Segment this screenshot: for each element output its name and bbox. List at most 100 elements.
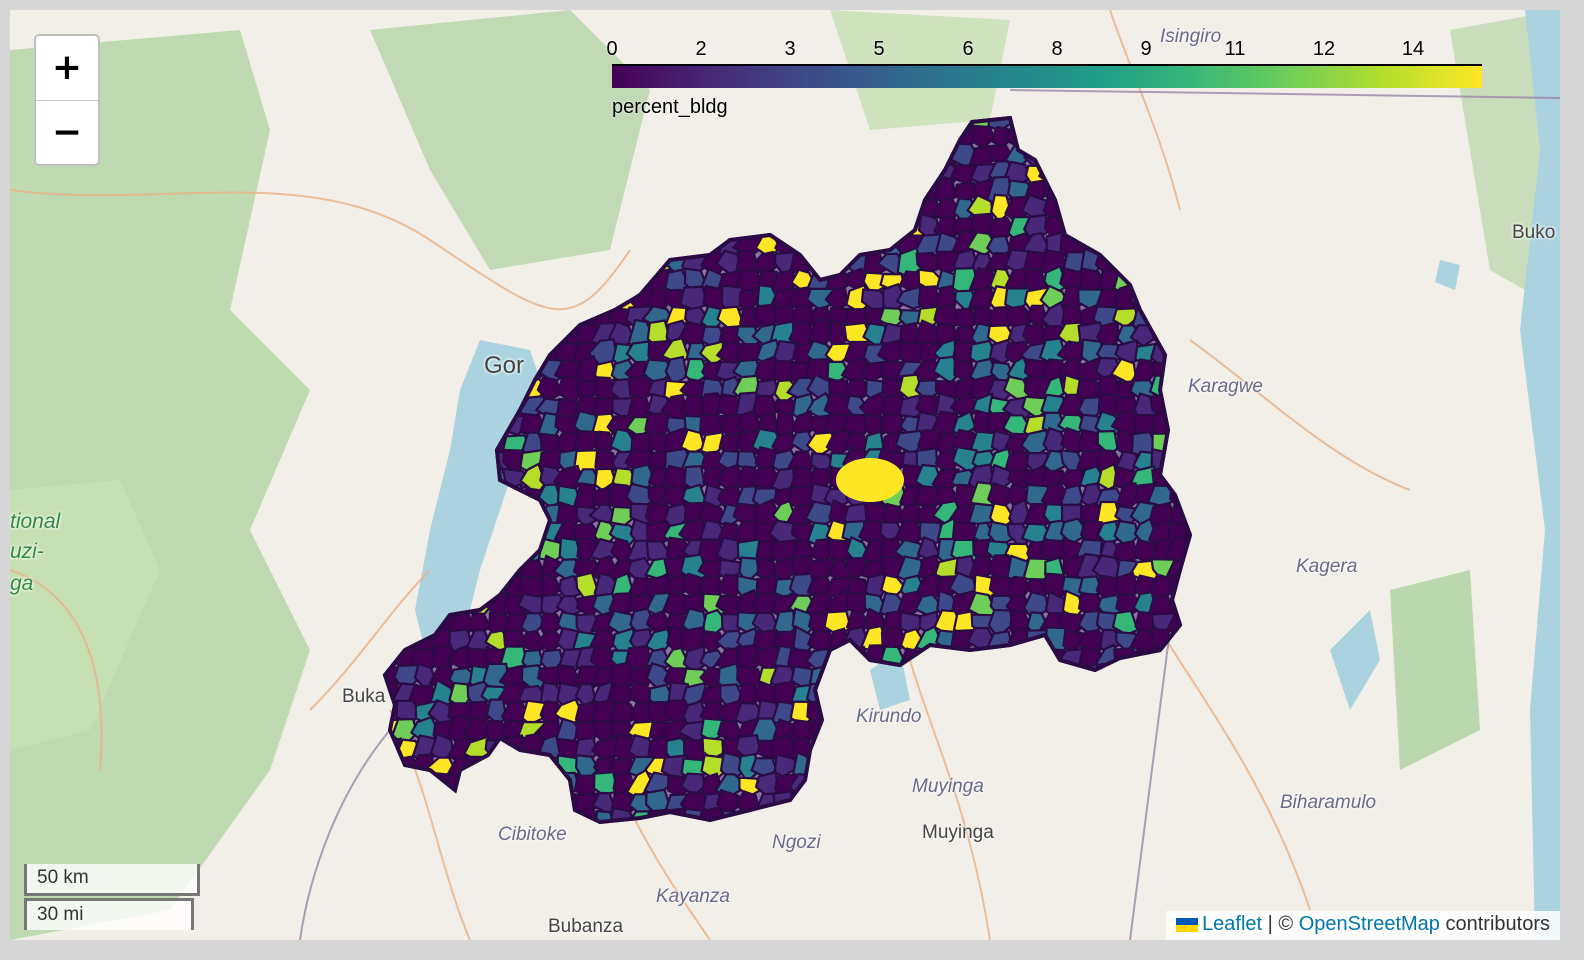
admin-cell[interactable] bbox=[1163, 337, 1191, 371]
admin-cell[interactable] bbox=[465, 124, 495, 153]
admin-cell[interactable] bbox=[900, 828, 925, 853]
admin-cell[interactable] bbox=[411, 415, 439, 437]
admin-cell[interactable] bbox=[791, 829, 812, 851]
admin-cell[interactable] bbox=[1133, 792, 1159, 820]
admin-cell[interactable] bbox=[376, 287, 400, 317]
admin-cell[interactable] bbox=[1184, 232, 1208, 261]
admin-cell[interactable] bbox=[428, 519, 456, 545]
admin-cell[interactable] bbox=[737, 158, 761, 191]
admin-cell[interactable] bbox=[594, 827, 616, 854]
admin-cell[interactable] bbox=[825, 213, 853, 241]
admin-cell[interactable] bbox=[627, 216, 656, 241]
admin-cell[interactable] bbox=[1057, 700, 1086, 731]
admin-cell[interactable] bbox=[1004, 719, 1035, 743]
admin-cell[interactable] bbox=[1077, 752, 1102, 785]
admin-cell[interactable] bbox=[1148, 248, 1179, 278]
admin-cell[interactable] bbox=[1206, 466, 1227, 492]
admin-cell[interactable] bbox=[411, 377, 443, 404]
admin-cell[interactable] bbox=[877, 200, 906, 225]
admin-cell[interactable] bbox=[842, 787, 870, 819]
admin-cell[interactable] bbox=[446, 806, 478, 833]
admin-cell[interactable] bbox=[1044, 773, 1071, 801]
admin-cell[interactable] bbox=[498, 162, 530, 190]
admin-cell[interactable] bbox=[879, 753, 905, 782]
admin-cell[interactable] bbox=[877, 734, 909, 761]
admin-cell[interactable] bbox=[1187, 177, 1210, 203]
admin-cell[interactable] bbox=[1169, 448, 1196, 478]
admin-cell[interactable] bbox=[862, 140, 887, 173]
admin-cell[interactable] bbox=[395, 142, 422, 169]
admin-cell[interactable] bbox=[984, 811, 1015, 833]
admin-cell[interactable] bbox=[647, 195, 675, 225]
admin-cell[interactable] bbox=[413, 608, 437, 635]
admin-cell[interactable] bbox=[1208, 573, 1230, 597]
admin-cell[interactable] bbox=[378, 139, 405, 170]
admin-cell[interactable] bbox=[426, 393, 458, 425]
admin-cell[interactable] bbox=[431, 305, 455, 331]
admin-cell[interactable] bbox=[1128, 662, 1159, 693]
admin-cell[interactable] bbox=[537, 197, 568, 226]
admin-cell[interactable] bbox=[412, 516, 438, 550]
admin-cell[interactable] bbox=[411, 807, 440, 834]
admin-cell[interactable] bbox=[1073, 159, 1107, 186]
admin-cell[interactable] bbox=[448, 176, 478, 207]
admin-cell[interactable] bbox=[1168, 807, 1195, 837]
admin-cell[interactable] bbox=[718, 145, 745, 171]
admin-cell[interactable] bbox=[484, 378, 510, 407]
admin-cell[interactable] bbox=[1110, 811, 1140, 832]
admin-cell[interactable] bbox=[573, 287, 605, 316]
admin-cell[interactable] bbox=[896, 125, 926, 154]
admin-cell[interactable] bbox=[771, 178, 796, 203]
admin-cell[interactable] bbox=[823, 755, 854, 782]
admin-cell[interactable] bbox=[1185, 211, 1212, 242]
admin-cell[interactable] bbox=[376, 252, 401, 277]
admin-cell[interactable] bbox=[1094, 700, 1123, 729]
admin-cell[interactable] bbox=[392, 828, 418, 851]
admin-cell[interactable] bbox=[953, 660, 976, 691]
admin-cell[interactable] bbox=[448, 247, 473, 277]
admin-cell[interactable] bbox=[609, 141, 639, 172]
admin-cell[interactable] bbox=[1201, 253, 1228, 277]
admin-cell[interactable] bbox=[430, 501, 459, 532]
admin-cell[interactable] bbox=[504, 828, 524, 850]
admin-cell[interactable] bbox=[484, 502, 514, 529]
admin-cell[interactable] bbox=[987, 773, 1016, 799]
admin-cell[interactable] bbox=[879, 789, 908, 820]
admin-cell[interactable] bbox=[520, 341, 545, 368]
admin-cell[interactable] bbox=[1080, 773, 1108, 799]
admin-cell[interactable] bbox=[377, 466, 402, 492]
admin-cell[interactable] bbox=[661, 144, 692, 172]
admin-cell[interactable] bbox=[465, 445, 491, 476]
admin-cell[interactable] bbox=[1135, 756, 1160, 783]
admin-cell[interactable] bbox=[466, 303, 492, 334]
admin-cell[interactable] bbox=[413, 108, 436, 137]
admin-cell[interactable] bbox=[484, 539, 510, 563]
admin-cell[interactable] bbox=[448, 109, 474, 131]
admin-cell[interactable] bbox=[467, 284, 495, 312]
admin-cell[interactable] bbox=[806, 769, 835, 800]
admin-cell[interactable] bbox=[1115, 145, 1138, 173]
admin-cell[interactable] bbox=[1060, 807, 1087, 834]
admin-cell[interactable] bbox=[1023, 789, 1049, 819]
admin-cell[interactable] bbox=[790, 791, 819, 820]
admin-cell[interactable] bbox=[1149, 232, 1177, 261]
admin-cell[interactable] bbox=[990, 757, 1013, 779]
admin-cell[interactable] bbox=[413, 140, 438, 170]
admin-cell[interactable] bbox=[696, 214, 730, 239]
admin-cell[interactable] bbox=[789, 125, 816, 154]
admin-cell[interactable] bbox=[917, 738, 945, 762]
admin-cell[interactable] bbox=[809, 123, 833, 150]
admin-cell[interactable] bbox=[448, 199, 478, 221]
admin-cell[interactable] bbox=[700, 825, 724, 851]
admin-cell[interactable] bbox=[663, 825, 692, 848]
admin-cell[interactable] bbox=[828, 828, 850, 851]
admin-cell[interactable] bbox=[519, 214, 550, 240]
admin-cell[interactable] bbox=[1169, 663, 1193, 689]
admin-cell[interactable] bbox=[915, 791, 941, 819]
admin-cell[interactable] bbox=[483, 231, 508, 263]
admin-cell[interactable] bbox=[682, 826, 709, 854]
admin-cell[interactable] bbox=[898, 740, 922, 761]
admin-cell[interactable] bbox=[1020, 642, 1053, 676]
admin-cell[interactable] bbox=[950, 647, 978, 675]
admin-cell[interactable] bbox=[1186, 629, 1214, 654]
